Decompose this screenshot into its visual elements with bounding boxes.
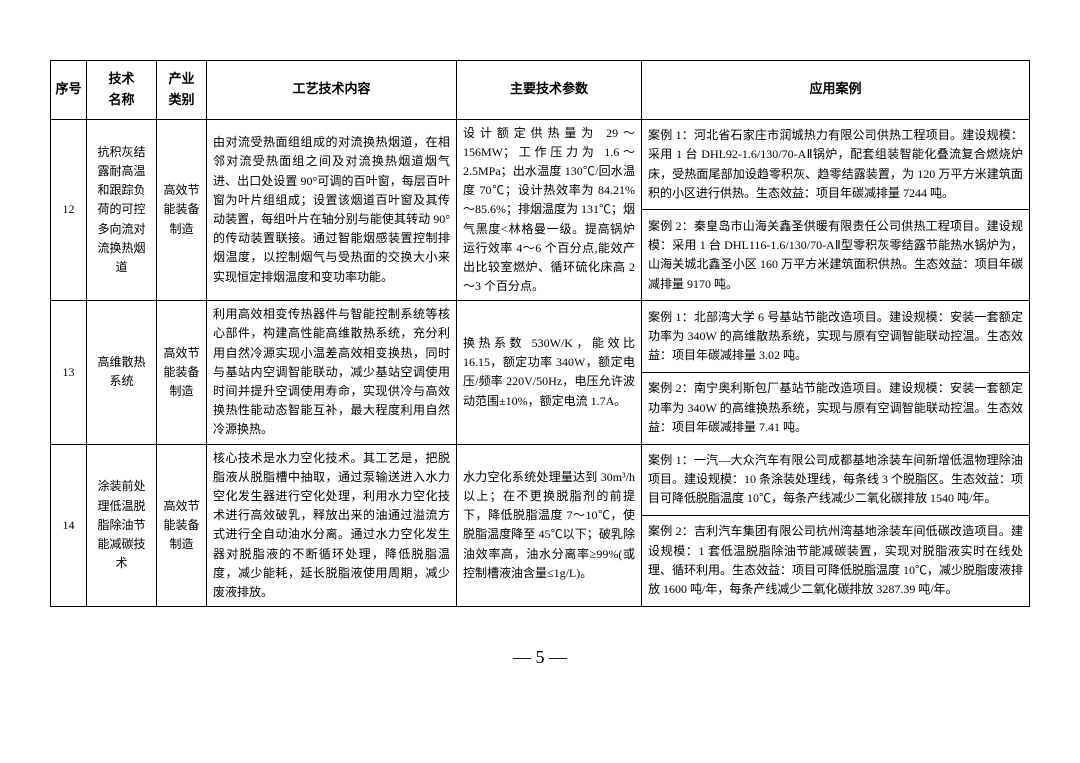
th-param: 主要技术参数 <box>457 61 642 120</box>
cell-name: 高维散热系统 <box>87 301 157 444</box>
cell-seq: 12 <box>51 119 87 301</box>
table-body: 12抗积灰结露耐高温和跟踪负荷的可控多向流对流换热烟道高效节能装备制造由对流受热… <box>51 119 1030 607</box>
th-seq: 序号 <box>51 61 87 120</box>
cell-case2: 案例 2：秦皇岛市山海关鑫圣供暖有限责任公司供热工程项目。建设规模：采用 1 台… <box>642 210 1030 301</box>
tech-table: 序号 技术 名称 产业 类别 工艺技术内容 主要技术参数 应用案例 12抗积灰结… <box>50 60 1030 607</box>
cell-cat: 高效节能装备制造 <box>157 444 207 607</box>
cell-cat: 高效节能装备制造 <box>157 119 207 301</box>
table-header-row: 序号 技术 名称 产业 类别 工艺技术内容 主要技术参数 应用案例 <box>51 61 1030 120</box>
cell-name: 涂装前处理低温脱脂除油节能减碳技术 <box>87 444 157 607</box>
cell-case1: 案例 1：北部湾大学 6 号基站节能改造项目。建设规模：安装一套额定功率为 34… <box>642 301 1030 373</box>
page-container: 序号 技术 名称 产业 类别 工艺技术内容 主要技术参数 应用案例 12抗积灰结… <box>0 0 1080 668</box>
cell-name: 抗积灰结露耐高温和跟踪负荷的可控多向流对流换热烟道 <box>87 119 157 301</box>
cell-param: 设计额定供热量为 29～156MW；工作压力为 1.6～2.5MPa；出水温度 … <box>457 119 642 301</box>
cell-case2: 案例 2：南宁奥利斯包厂基站节能改造项目。建设规模：安装一套额定功率为 340W… <box>642 372 1030 444</box>
cell-seq: 13 <box>51 301 87 444</box>
cell-tech: 核心技术是水力空化技术。其工艺是，把脱脂液从脱脂槽中抽取，通过泵输送进入水力空化… <box>207 444 457 607</box>
th-tech: 工艺技术内容 <box>207 61 457 120</box>
cell-tech: 利用高效相变传热器件与智能控制系统等核心部件，构建高性能高维散热系统，充分利用自… <box>207 301 457 444</box>
table-row: 14涂装前处理低温脱脂除油节能减碳技术高效节能装备制造核心技术是水力空化技术。其… <box>51 444 1030 515</box>
th-cat: 产业 类别 <box>157 61 207 120</box>
cell-param: 换热系数 530W/K，能效比 16.15，额定功率 340W，额定电压/频率 … <box>457 301 642 444</box>
cell-tech: 由对流受热面组组成的对流换热烟道，在相邻对流受热面组之间及对流换热烟道烟气进、出… <box>207 119 457 301</box>
cell-param: 水力空化系统处理量达到 30m³/h 以上；在不更换脱脂剂的前提下，降低脱脂温度… <box>457 444 642 607</box>
page-number: — 5 — <box>50 647 1030 668</box>
cell-case2: 案例 2：吉利汽车集团有限公司杭州湾基地涂装车间低碳改造项目。建设规模：1 套低… <box>642 515 1030 607</box>
table-row: 12抗积灰结露耐高温和跟踪负荷的可控多向流对流换热烟道高效节能装备制造由对流受热… <box>51 119 1030 210</box>
cell-case1: 案例 1：一汽—大众汽车有限公司成都基地涂装车间新增低温物理除油项目。建设规模：… <box>642 444 1030 515</box>
th-case: 应用案例 <box>642 61 1030 120</box>
table-row: 13高维散热系统高效节能装备制造利用高效相变传热器件与智能控制系统等核心部件，构… <box>51 301 1030 373</box>
th-name: 技术 名称 <box>87 61 157 120</box>
cell-seq: 14 <box>51 444 87 607</box>
cell-case1: 案例 1：河北省石家庄市润城热力有限公司供热工程项目。建设规模：采用 1 台 D… <box>642 119 1030 210</box>
cell-cat: 高效节能装备制造 <box>157 301 207 444</box>
